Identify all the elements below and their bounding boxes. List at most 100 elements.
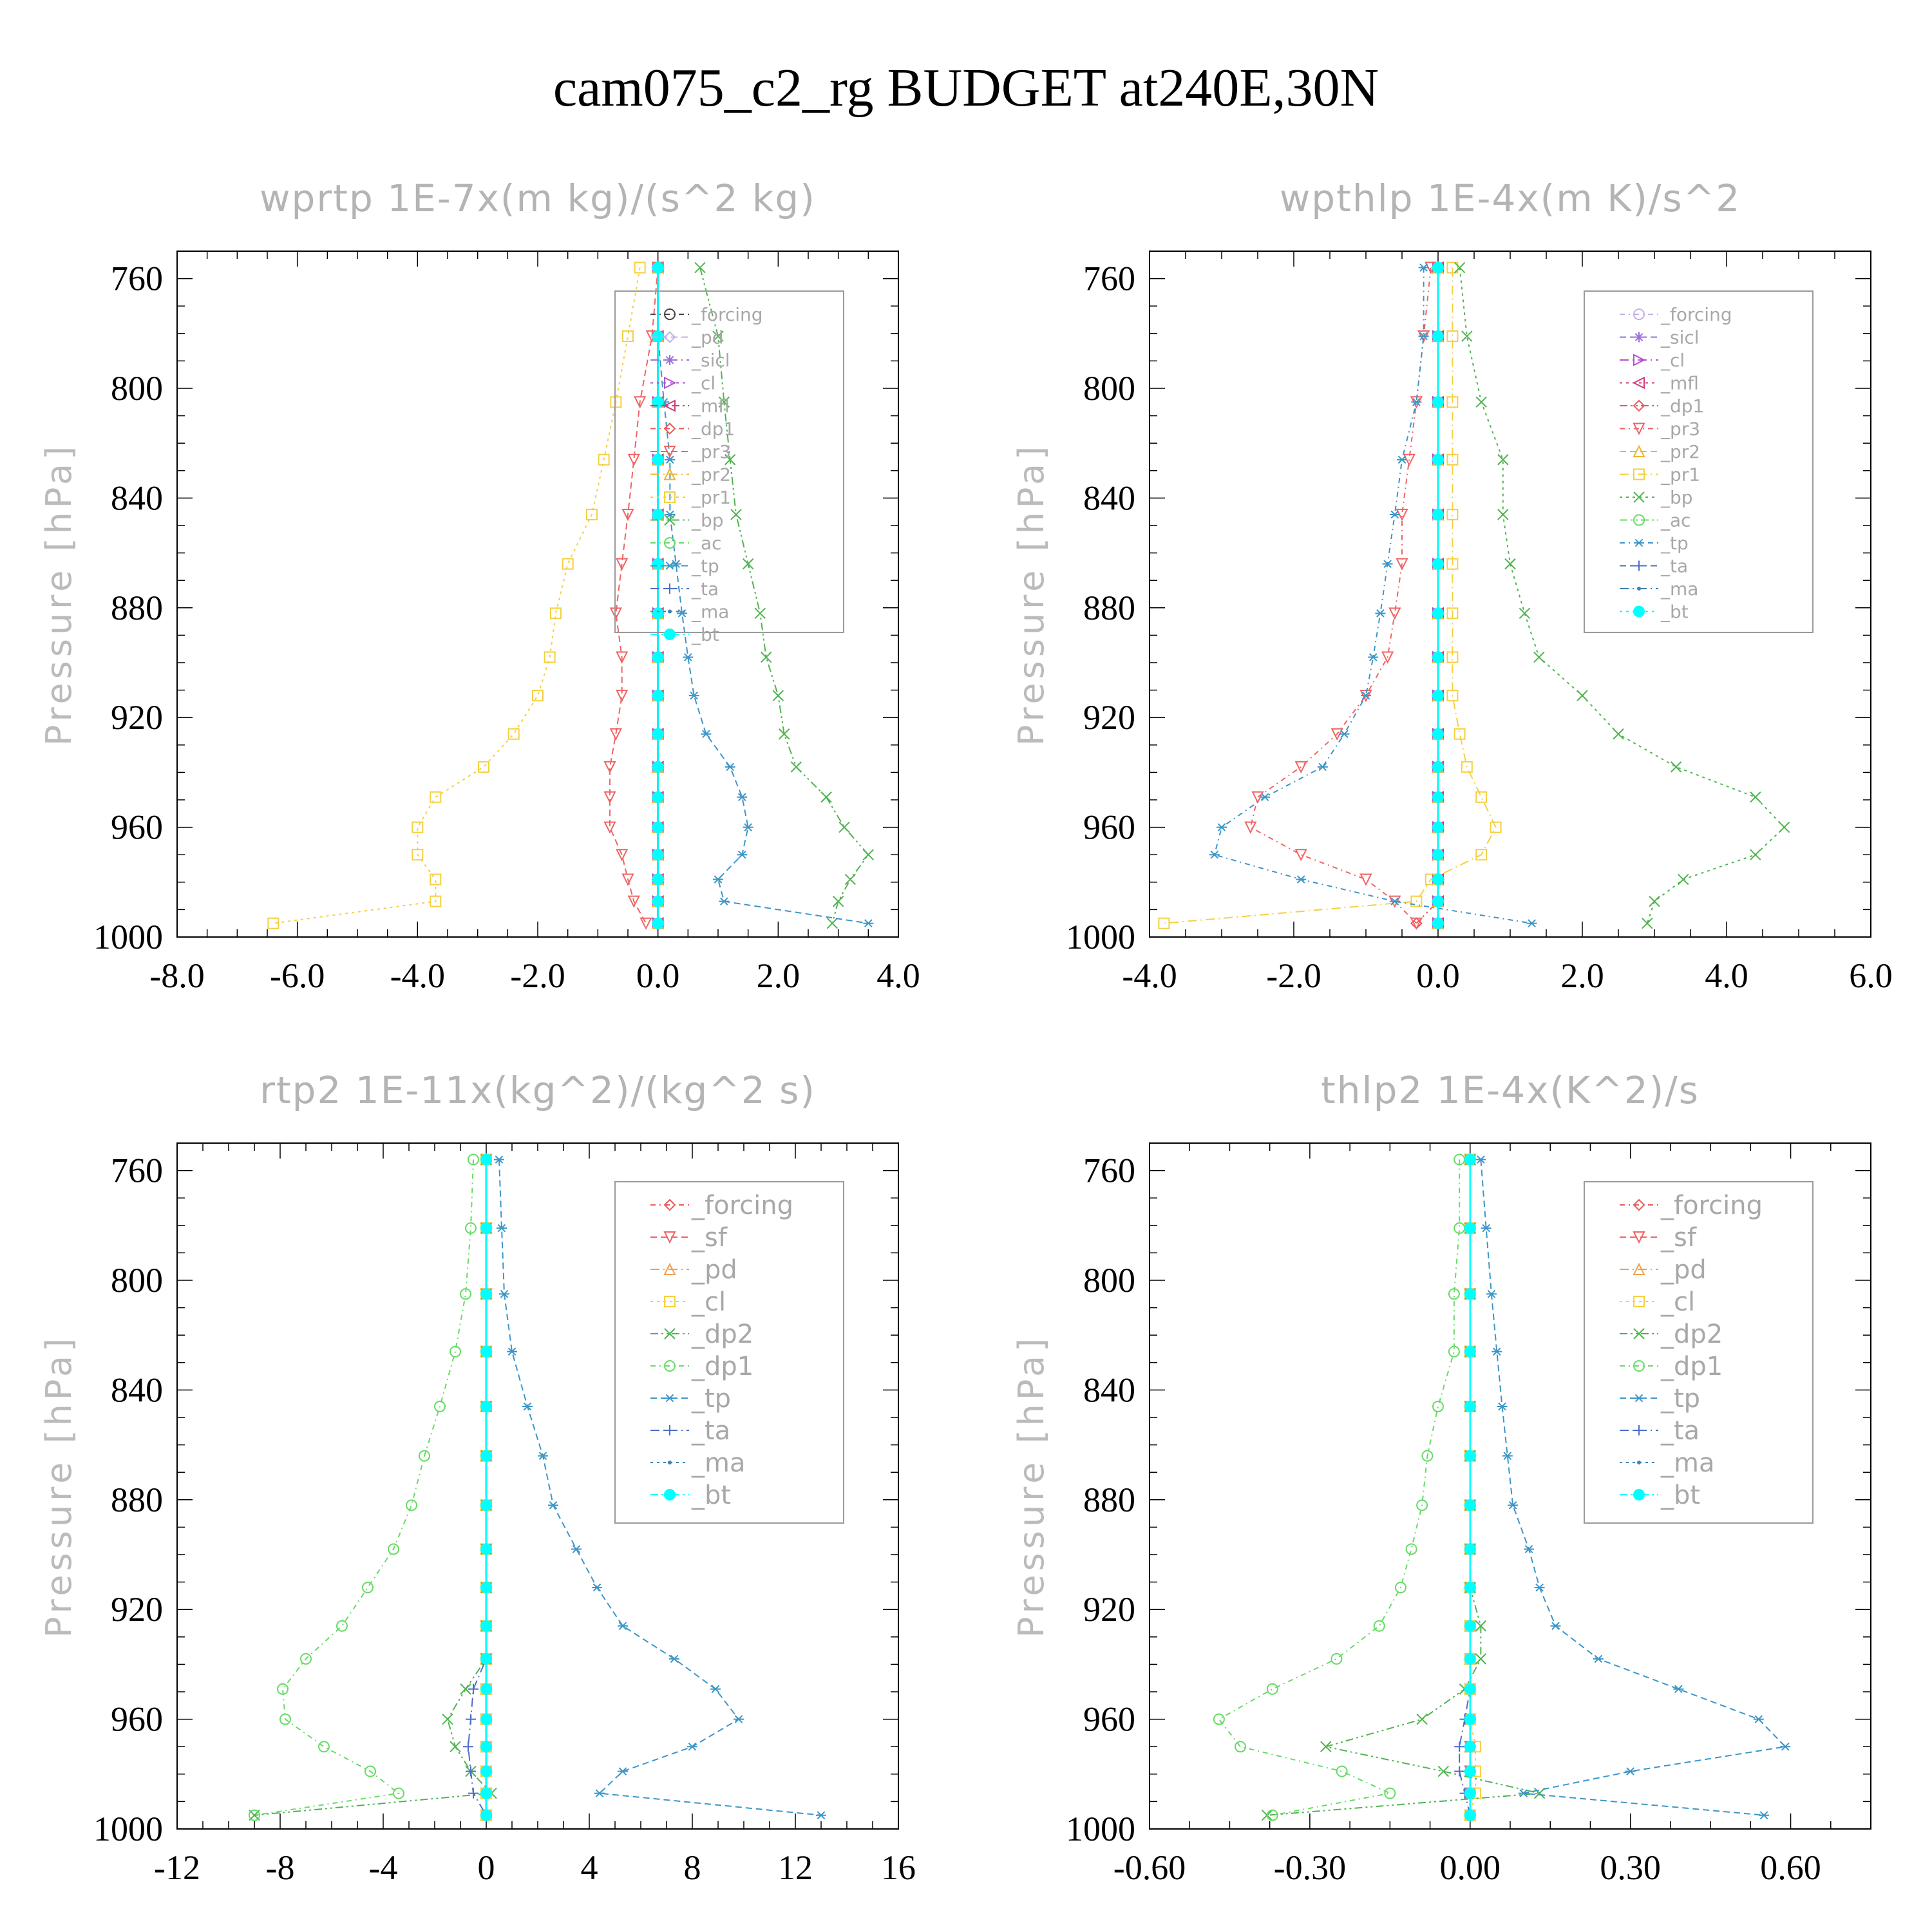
- legend-label: _ta: [1660, 555, 1688, 576]
- series-line: [1218, 1159, 1461, 1816]
- data-point: [609, 728, 622, 741]
- data-point: [688, 691, 699, 700]
- legend-marker: [663, 468, 676, 480]
- data-point: [497, 1224, 507, 1233]
- data-point: [463, 1741, 473, 1752]
- legend-item: _ma: [650, 601, 729, 622]
- legend-marker: [664, 1296, 676, 1307]
- legend-label: _bt: [1660, 601, 1689, 622]
- data-point: [1518, 1789, 1529, 1797]
- y-tick-label: 960: [1083, 1700, 1135, 1739]
- data-point: [249, 1809, 260, 1821]
- x-tick-label: 0.30: [1600, 1848, 1661, 1887]
- data-point: [1432, 895, 1444, 907]
- legend-item: _forcing: [1620, 304, 1732, 325]
- legend-label: _dp2: [691, 1320, 753, 1349]
- x-tick-label: -6.0: [270, 956, 325, 995]
- data-point: [1411, 397, 1422, 406]
- data-point: [480, 1400, 492, 1412]
- data-point: [1432, 791, 1444, 803]
- legend-item: _dp1: [650, 1352, 753, 1381]
- data-point: [1432, 821, 1444, 833]
- y-tick-label: 960: [111, 1700, 163, 1739]
- series-bp: [1454, 261, 1790, 929]
- data-point: [652, 849, 664, 861]
- legend-label: _pr1: [1660, 464, 1700, 485]
- data-point: [1339, 730, 1350, 739]
- legend-label: _pr1: [691, 487, 731, 508]
- data-point: [267, 917, 279, 929]
- data-point: [1454, 1741, 1465, 1752]
- legend-label: _dp1: [691, 418, 735, 439]
- series-bt: [480, 1153, 492, 1821]
- data-point: [1550, 1622, 1561, 1631]
- data-point: [652, 330, 664, 343]
- legend-marker: [664, 537, 676, 549]
- data-point: [1294, 761, 1307, 774]
- y-tick-label: 920: [1083, 1590, 1135, 1629]
- data-point: [1464, 1450, 1476, 1462]
- data-point: [1432, 558, 1444, 570]
- legend-marker: [1633, 308, 1645, 320]
- data-point: [468, 1683, 478, 1694]
- data-point: [1475, 849, 1488, 861]
- data-point: [618, 1767, 628, 1776]
- data-point: [665, 455, 676, 464]
- legend-label: _dp1: [1660, 1352, 1723, 1381]
- series-line: [1164, 267, 1497, 924]
- data-point: [1432, 508, 1444, 520]
- legend-marker: [1633, 354, 1646, 366]
- data-point: [480, 1741, 492, 1753]
- data-point: [718, 396, 730, 408]
- x-tick-label: -4.0: [1122, 956, 1177, 995]
- data-point: [1475, 791, 1488, 803]
- data-point: [480, 1653, 492, 1665]
- x-tick-label: 0.0: [1416, 956, 1460, 995]
- legend-label: _pd: [1660, 1255, 1707, 1285]
- data-point: [1384, 1787, 1396, 1799]
- data-point: [616, 651, 629, 664]
- x-tick-label: -2.0: [510, 956, 565, 995]
- legend-item: _bt: [650, 624, 719, 645]
- series-group: [1158, 261, 1790, 930]
- legend-label: _bt: [691, 624, 719, 645]
- data-point: [480, 1620, 492, 1632]
- legend-box: [614, 290, 844, 633]
- legend-marker: [665, 355, 675, 365]
- legend-item: _mfl: [650, 395, 730, 417]
- legend-marker: [665, 1425, 675, 1435]
- legend-item: _sf: [650, 1223, 728, 1253]
- data-point: [730, 509, 742, 520]
- data-point: [1475, 1620, 1487, 1632]
- legend-marker: [663, 1231, 676, 1244]
- data-point: [1497, 1402, 1508, 1411]
- y-tick-label: 880: [1083, 1481, 1135, 1519]
- data-point: [538, 1452, 548, 1460]
- data-point: [1410, 895, 1423, 907]
- data-point: [532, 690, 544, 702]
- data-point: [1502, 1452, 1513, 1460]
- data-point: [494, 1155, 504, 1164]
- data-point: [466, 1766, 476, 1777]
- legend-marker: [665, 1394, 675, 1403]
- data-point: [1519, 607, 1531, 620]
- data-point: [1375, 609, 1386, 618]
- data-point: [1446, 261, 1459, 274]
- panel-title: wpthlp 1E-4x(m K)/s^2: [1280, 176, 1741, 220]
- data-point: [1464, 1288, 1476, 1300]
- legend-item: _ac: [650, 533, 722, 554]
- legend-label: _forcing: [691, 1191, 793, 1220]
- data-point: [1382, 560, 1393, 568]
- legend-item: _pr2: [1620, 441, 1700, 462]
- legend-label: _forcing: [1660, 1191, 1763, 1220]
- data-point: [1750, 791, 1761, 803]
- data-point: [1464, 1765, 1476, 1777]
- data-point: [820, 791, 832, 803]
- data-point: [652, 791, 664, 803]
- data-point: [652, 895, 664, 907]
- y-tick-label: 920: [1083, 698, 1135, 737]
- data-point: [468, 1153, 479, 1166]
- data-point: [719, 897, 730, 905]
- data-point: [639, 917, 652, 930]
